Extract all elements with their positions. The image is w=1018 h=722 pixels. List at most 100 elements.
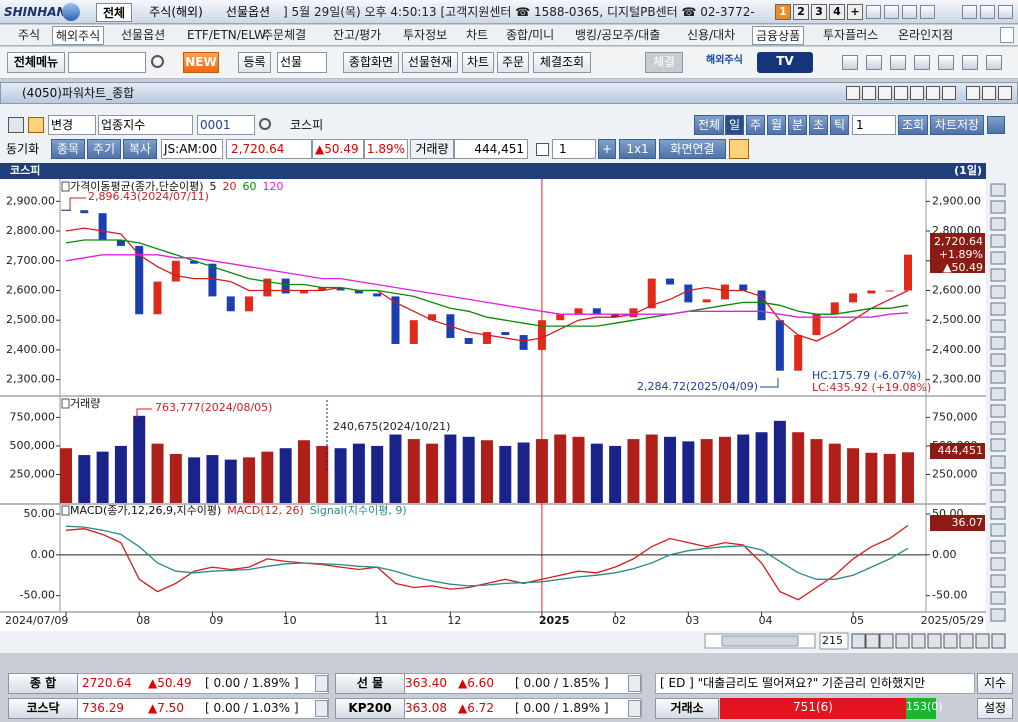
menu-item[interactable]: 온라인지점 <box>898 28 954 42</box>
all-menu-button[interactable]: 전체메뉴 <box>7 52 65 73</box>
scroll-control[interactable] <box>865 633 880 649</box>
scroll-control[interactable] <box>991 633 1006 649</box>
period-button[interactable]: 월 <box>767 115 786 135</box>
side-tool-icon[interactable] <box>990 387 1006 401</box>
menu-more[interactable] <box>1000 27 1014 43</box>
scroll-control[interactable] <box>851 633 866 649</box>
period-button[interactable]: 전체 <box>694 115 724 135</box>
menu-item[interactable]: 투자정보 <box>403 28 448 42</box>
change-select[interactable]: 변경 <box>48 115 96 135</box>
side-tool-icon[interactable] <box>990 251 1006 265</box>
chart-button[interactable]: 종목 <box>51 139 85 159</box>
screen-button[interactable]: 1 <box>775 4 791 20</box>
chart-button[interactable]: 복사 <box>123 139 157 159</box>
period-button[interactable]: 분 <box>788 115 807 135</box>
status-dropdown[interactable] <box>628 700 641 717</box>
screen-button[interactable]: 2 <box>793 4 809 20</box>
status-dropdown[interactable] <box>628 675 641 692</box>
scroll-control[interactable] <box>927 633 942 649</box>
tool-icon[interactable] <box>914 55 930 70</box>
scroll-count-box[interactable] <box>819 632 849 650</box>
tool-icon[interactable] <box>962 55 978 70</box>
window-icon[interactable] <box>998 5 1013 19</box>
toolbar-button[interactable]: 체결조회 <box>533 52 591 73</box>
top-tab[interactable]: 전체 <box>96 3 132 22</box>
tool-icon[interactable] <box>866 55 882 70</box>
side-tool-icon[interactable] <box>990 472 1006 486</box>
scroll-control[interactable] <box>879 633 894 649</box>
scroll-control[interactable] <box>943 633 958 649</box>
top-tab[interactable]: 주식(해외) <box>149 5 203 19</box>
side-tool-icon[interactable] <box>990 489 1006 503</box>
side-tool-icon[interactable] <box>990 268 1006 282</box>
chart-button[interactable]: 주기 <box>87 139 121 159</box>
tool-icon[interactable] <box>986 55 1002 70</box>
screen-button[interactable]: + <box>847 4 863 20</box>
window-control[interactable] <box>862 86 876 100</box>
register-button[interactable]: 등록 <box>238 52 271 73</box>
search-icon[interactable] <box>151 55 164 68</box>
window-control[interactable] <box>878 86 892 100</box>
index-button[interactable]: 지수 <box>977 673 1013 694</box>
view-icon[interactable] <box>28 117 44 133</box>
tool-icon[interactable] <box>842 55 858 70</box>
side-tool-icon[interactable] <box>990 285 1006 299</box>
window-control[interactable] <box>894 86 908 100</box>
query-button[interactable]: 조회 <box>898 115 928 135</box>
window-icon[interactable] <box>980 5 995 19</box>
toolbar-button[interactable]: 주문 <box>497 52 529 73</box>
side-tool-icon[interactable] <box>990 557 1006 571</box>
screen-button[interactable]: 3 <box>811 4 827 20</box>
menu-item[interactable]: 종합/미니 <box>506 28 555 42</box>
side-tool-icon[interactable] <box>990 370 1006 384</box>
window-icon[interactable] <box>884 5 899 19</box>
menu-item[interactable]: 뱅킹/공모주/대출 <box>575 28 661 42</box>
side-tool-icon[interactable] <box>990 336 1006 350</box>
window-icon[interactable] <box>902 5 917 19</box>
scroll-control[interactable] <box>975 633 990 649</box>
scroll-thumb[interactable] <box>721 635 799 647</box>
tv-button[interactable]: TV <box>757 52 813 73</box>
side-tool-icon[interactable] <box>990 506 1006 520</box>
tool-icon[interactable] <box>938 55 954 70</box>
menu-item[interactable]: ETF/ETN/ELW <box>187 28 266 42</box>
menu-item[interactable]: 주문체결 <box>262 28 307 42</box>
side-tool-icon[interactable] <box>990 302 1006 316</box>
side-tool-icon[interactable] <box>990 591 1006 605</box>
scroll-control[interactable] <box>959 633 974 649</box>
side-tool-icon[interactable] <box>990 200 1006 214</box>
brush-button[interactable] <box>729 139 749 159</box>
window-control[interactable] <box>910 86 924 100</box>
fill-button[interactable]: 체결 <box>645 52 683 73</box>
window-icon[interactable] <box>866 5 881 19</box>
window-icon[interactable] <box>962 5 977 19</box>
screen-button[interactable]: 4 <box>829 4 845 20</box>
window-control[interactable] <box>942 86 956 100</box>
side-tool-icon[interactable] <box>990 353 1006 367</box>
side-tool-icon[interactable] <box>990 540 1006 554</box>
window-control[interactable] <box>998 86 1012 100</box>
menu-item[interactable]: 신용/대차 <box>687 28 736 42</box>
news-ticker[interactable]: [ ED ] "대출금리도 떨어져요?" 기준금리 인하했지만 <box>655 673 975 694</box>
status-dropdown[interactable] <box>315 700 328 717</box>
side-tool-icon[interactable] <box>990 438 1006 452</box>
menu-item[interactable]: 금융상품 <box>752 26 805 45</box>
toolbar-button[interactable]: 종합화면 <box>343 52 399 73</box>
search-input[interactable] <box>68 52 146 73</box>
layout-button[interactable]: 1x1 <box>619 139 656 159</box>
side-tool-icon[interactable] <box>990 523 1006 537</box>
side-tool-icon[interactable] <box>990 319 1006 333</box>
scroll-control[interactable] <box>911 633 926 649</box>
side-tool-icon[interactable] <box>990 183 1006 197</box>
side-tool-icon[interactable] <box>990 217 1006 231</box>
code-input[interactable]: 0001 <box>197 115 255 135</box>
window-control[interactable] <box>966 86 980 100</box>
futures-select[interactable]: 선물 <box>277 52 327 73</box>
menu-item[interactable]: 투자플러스 <box>823 28 879 42</box>
window-icon[interactable] <box>920 5 935 19</box>
count-select[interactable]: 1 <box>852 115 896 135</box>
side-tool-icon[interactable] <box>990 574 1006 588</box>
new-button[interactable]: NEW <box>183 52 219 73</box>
scroll-control[interactable] <box>895 633 910 649</box>
settings-icon[interactable] <box>987 116 1005 134</box>
